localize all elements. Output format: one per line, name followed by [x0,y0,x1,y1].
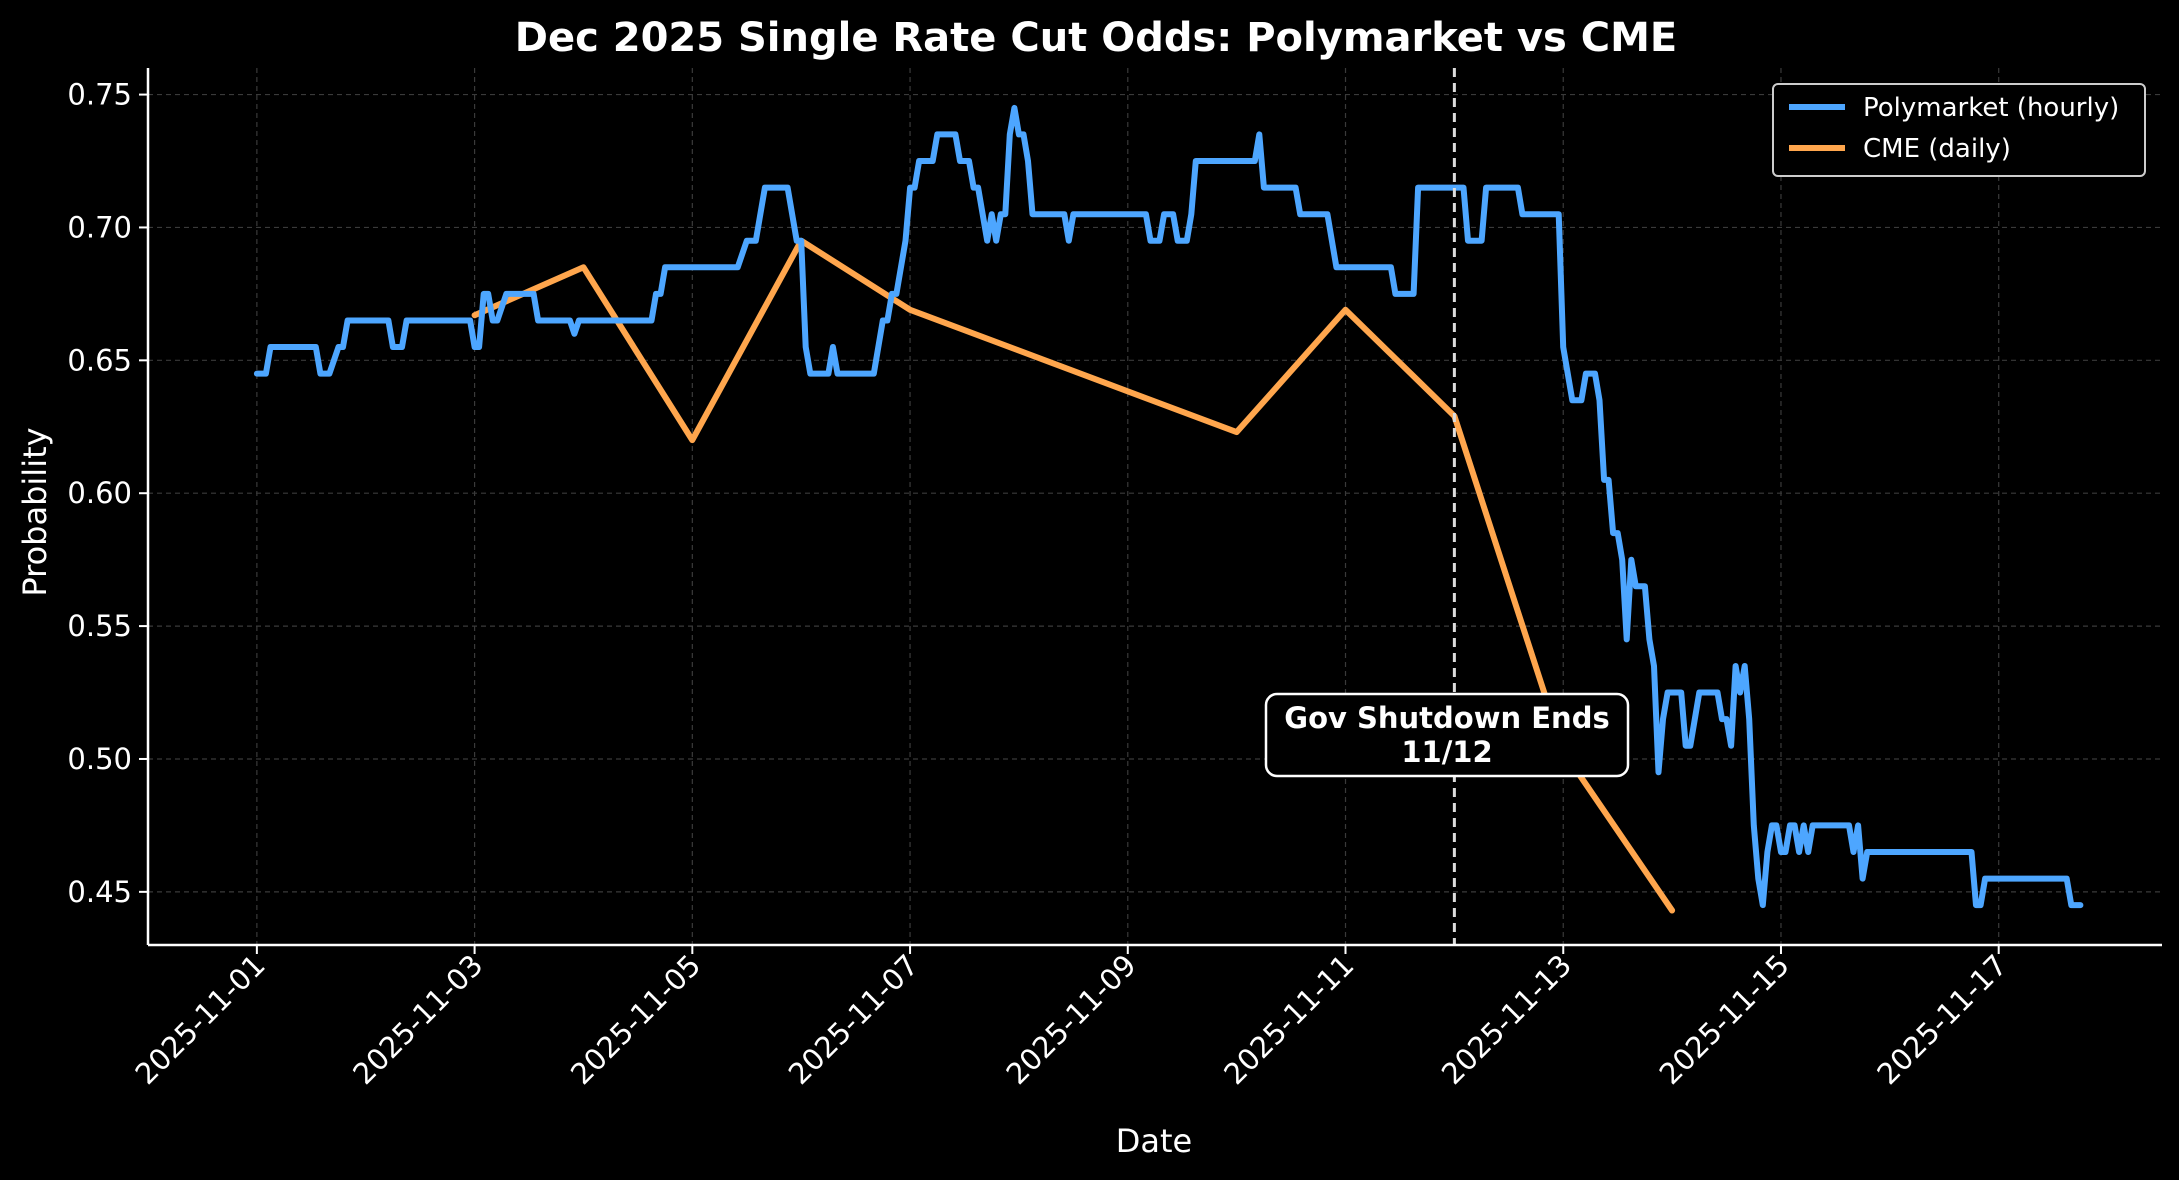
chart-title: Dec 2025 Single Rate Cut Odds: Polymarke… [515,15,1677,61]
y-tick-label: 0.55 [67,609,132,643]
legend: Polymarket (hourly) CME (daily) [1772,83,2146,177]
y-tick-label: 0.65 [67,343,132,377]
y-tick-label: 0.50 [67,742,132,776]
y-tick-label: 0.70 [67,210,132,244]
legend-box [1772,83,2146,177]
series-layer [253,104,2084,914]
y-ticks: 0.45 0.50 0.55 0.60 0.65 0.70 0.75 [67,78,148,909]
y-tick-label: 0.45 [67,875,132,909]
legend-label-cme: CME (daily) [1863,134,2011,164]
annotation-text-line1: Gov Shutdown Ends [1284,701,1609,735]
x-axis-label: Date [1116,1122,1192,1160]
y-axis-label: Probability [16,427,54,596]
axes [146,68,2162,947]
series-line-polymarket [253,104,2084,909]
y-tick-label: 0.60 [67,476,132,510]
y-tick-label: 0.75 [67,78,132,112]
shutdown-annotation: Gov Shutdown Ends 11/12 [1264,692,1630,778]
annotation-box [1264,692,1630,778]
series-line-cme [471,237,1676,914]
annotation-text-line2: 11/12 [1401,735,1492,769]
legend-label-polymarket: Polymarket (hourly) [1863,93,2119,123]
grid-lines [148,68,2162,945]
